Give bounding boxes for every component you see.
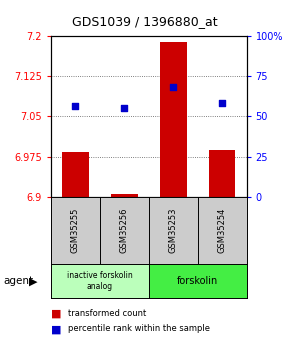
Text: ■: ■ (51, 309, 61, 319)
Text: agent: agent (3, 276, 33, 286)
Text: GSM35254: GSM35254 (218, 208, 226, 253)
Text: ▶: ▶ (29, 276, 38, 286)
Point (122, 106, 126, 111)
Text: inactive forskolin
analog: inactive forskolin analog (67, 272, 133, 291)
Point (73, 103, 77, 108)
Point (171, 84, 175, 90)
Text: percentile rank within the sample: percentile rank within the sample (68, 324, 210, 333)
Text: GDS1039 / 1396880_at: GDS1039 / 1396880_at (72, 16, 218, 29)
Text: forskolin: forskolin (177, 276, 218, 286)
Bar (111, 194, 138, 197)
Text: transformed count: transformed count (68, 309, 146, 318)
Text: ■: ■ (51, 324, 61, 334)
Bar (62, 152, 89, 197)
Bar (160, 41, 186, 197)
Point (220, 100, 224, 106)
Text: GSM35255: GSM35255 (71, 208, 80, 253)
Text: GSM35256: GSM35256 (120, 208, 129, 253)
Bar (209, 150, 235, 197)
Text: GSM35253: GSM35253 (168, 208, 177, 253)
